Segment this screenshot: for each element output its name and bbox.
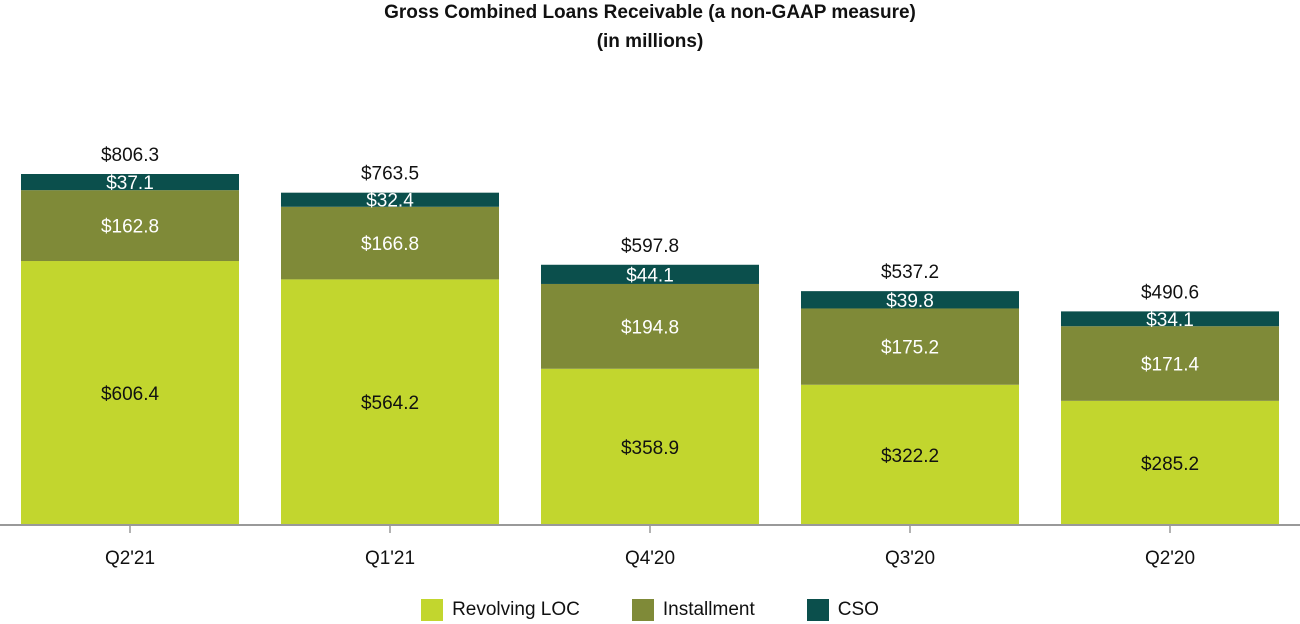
x-tick-label-q4-20: Q4'20: [625, 548, 675, 569]
legend-item-revolving-loc: Revolving LOC: [421, 599, 580, 621]
bar-cso-q2-21: [21, 174, 239, 191]
bar-revolving-loc-q2-21: [21, 261, 239, 525]
data-label-installment-q4-20: $194.8: [621, 317, 679, 338]
total-label-q4-20: $597.8: [621, 236, 679, 257]
chart-title: Gross Combined Loans Receivable (a non-G…: [384, 2, 916, 23]
chart-legend: Revolving LOC Installment CSO: [0, 597, 1300, 623]
bar-revolving-loc-q4-20: [541, 368, 759, 525]
chart-subtitle: (in millions): [596, 31, 704, 52]
data-label-cso-q3-20: $39.8: [886, 291, 934, 312]
total-label-q2-21: $806.3: [101, 145, 159, 166]
legend-swatch-installment: [631, 599, 654, 621]
legend-label-installment: Installment: [662, 599, 755, 620]
data-label-installment-q2-20: $171.4: [1141, 355, 1200, 376]
bar-revolving-loc-q3-20: [801, 384, 1019, 525]
legend-item-installment: Installment: [631, 599, 755, 621]
data-label-revolving-loc-q1-21: $564.2: [361, 393, 419, 414]
data-label-revolving-loc-q2-21: $606.4: [101, 384, 160, 405]
total-label-q2-20: $490.6: [1141, 282, 1199, 303]
data-label-revolving-loc-q4-20: $358.9: [621, 438, 679, 459]
bar-installment-q4-20: [541, 283, 759, 369]
x-tick-label-q2-21: Q2'21: [105, 548, 155, 569]
total-label-q3-20: $537.2: [881, 262, 939, 283]
bar-installment-q2-20: [1061, 326, 1279, 401]
bar-cso-q1-21: [281, 192, 499, 207]
x-tick-label-q2-20: Q2'20: [1145, 548, 1195, 569]
legend-label-cso: CSO: [837, 599, 879, 620]
data-label-installment-q1-21: $166.8: [361, 234, 419, 255]
data-label-cso-q2-20: $34.1: [1146, 310, 1194, 331]
bar-installment-q3-20: [801, 308, 1019, 385]
x-tick-label-q3-20: Q3'20: [885, 548, 935, 569]
legend-label-revolving-loc: Revolving LOC: [452, 599, 580, 620]
bar-installment-q2-21: [21, 190, 239, 262]
legend-swatch-revolving-loc: [421, 599, 444, 621]
bar-revolving-loc-q1-21: [281, 279, 499, 525]
data-label-installment-q2-21: $162.8: [101, 217, 159, 238]
bar-cso-q3-20: [801, 291, 1019, 309]
legend-swatch-cso: [806, 599, 829, 621]
data-label-cso-q4-20: $44.1: [626, 265, 674, 286]
data-label-revolving-loc-q2-20: $285.2: [1141, 454, 1199, 475]
data-label-cso-q2-21: $37.1: [106, 173, 154, 194]
bar-installment-q1-21: [281, 206, 499, 280]
total-label-q1-21: $763.5: [361, 164, 419, 185]
x-tick-label-q1-21: Q1'21: [365, 548, 415, 569]
data-label-revolving-loc-q3-20: $322.2: [881, 446, 939, 467]
legend-item-cso: CSO: [806, 599, 879, 621]
data-label-installment-q3-20: $175.2: [881, 338, 939, 359]
data-label-cso-q1-21: $32.4: [366, 191, 414, 212]
bar-cso-q2-20: [1061, 311, 1279, 327]
bar-revolving-loc-q2-20: [1061, 400, 1279, 525]
bar-cso-q4-20: [541, 264, 759, 284]
